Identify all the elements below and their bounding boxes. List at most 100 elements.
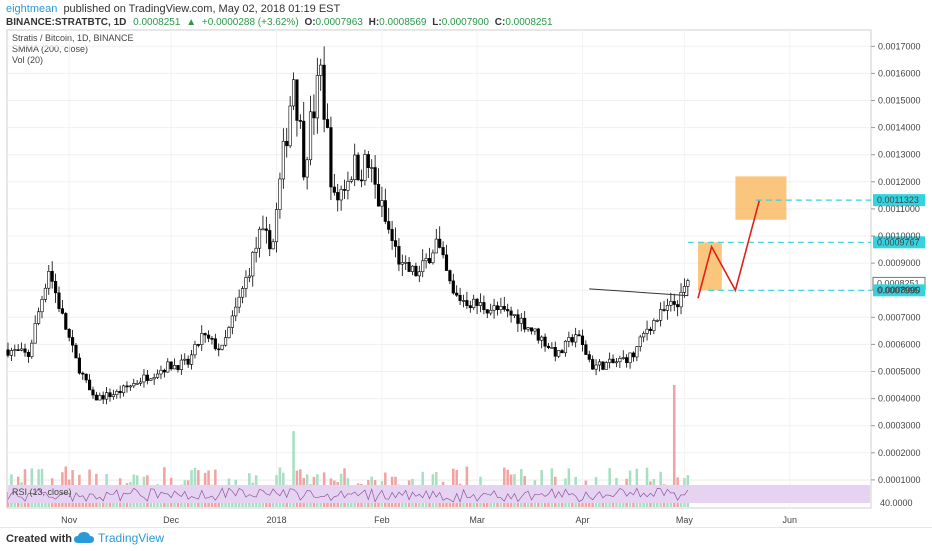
candle-body	[302, 120, 306, 178]
candle-body	[111, 394, 115, 398]
candle-body	[298, 120, 302, 122]
change-arrow-icon: ▲	[186, 17, 196, 28]
price-level-label: 0.0008251	[877, 278, 920, 288]
footer: Created with TradingView	[0, 527, 932, 551]
candle-body	[492, 305, 496, 311]
candle-body	[74, 344, 78, 359]
published-text: published on TradingView.com, May 02, 20…	[63, 3, 340, 15]
author-name[interactable]: eightmean	[6, 3, 57, 15]
x-tick-label: Nov	[61, 515, 78, 525]
candle-body	[64, 313, 68, 330]
candle-body	[220, 344, 224, 350]
candle-body	[421, 260, 425, 273]
candle-body	[540, 336, 544, 341]
legend-volume: Vol (20)	[12, 55, 43, 65]
candle-body	[669, 301, 673, 306]
candle-body	[424, 258, 428, 262]
candle-body	[468, 305, 472, 309]
candle-body	[339, 189, 343, 201]
x-tick-label: May	[676, 515, 694, 525]
tradingview-cloud-icon	[74, 532, 94, 544]
candle-body	[512, 314, 517, 316]
header-line-2: BINANCE:STRATBTC, 1D 0.0008251 ▲ +0.0000…	[6, 17, 553, 28]
candle-body	[506, 309, 510, 312]
chart[interactable]: eightmean published on TradingView.com, …	[0, 0, 932, 527]
candle-body	[519, 317, 523, 324]
candle-body	[288, 105, 292, 147]
candle-body	[665, 305, 670, 311]
y-tick-label: 0.0006000	[878, 339, 921, 349]
candle-body	[485, 309, 489, 314]
candle-body	[57, 292, 61, 309]
candle-body	[594, 364, 598, 370]
candle-body	[553, 347, 557, 357]
candle-body	[336, 192, 340, 201]
candle-body	[404, 262, 408, 264]
candle-body	[125, 385, 129, 388]
candle-body	[383, 200, 387, 222]
candle-body	[672, 301, 676, 305]
candle-body	[410, 265, 415, 272]
candle-body	[434, 238, 438, 254]
candle-body	[23, 348, 27, 353]
candle-body	[291, 79, 296, 107]
price-level-label: 0.0007995	[877, 285, 920, 295]
candle-body	[359, 179, 364, 182]
candle-body	[33, 323, 37, 344]
change-value: +0.0000288 (+3.62%)	[202, 17, 299, 28]
candle-body	[536, 328, 540, 341]
close-value: 0.0008251	[505, 17, 553, 28]
candle-body	[587, 354, 591, 360]
candle-body	[108, 392, 112, 398]
projection-path	[697, 200, 760, 299]
candle-body	[393, 240, 398, 247]
candle-body	[193, 344, 197, 356]
candle-body	[502, 306, 506, 310]
candle-body	[642, 333, 646, 338]
candle-body	[499, 306, 503, 310]
y-axis: 0.0017000 0.0016000 0.0015000 0.0014000 0.00…	[871, 41, 921, 485]
candle-body	[13, 349, 17, 351]
candle-body	[604, 362, 608, 370]
candle-body	[271, 241, 275, 250]
rsi-line	[7, 487, 689, 503]
candle-body	[332, 186, 336, 193]
x-tick-label: Feb	[374, 515, 390, 525]
open-label: O:	[304, 17, 315, 28]
candle-body	[563, 340, 568, 354]
candle-body	[128, 385, 132, 388]
candle-body	[281, 140, 285, 180]
close-label: C:	[495, 17, 506, 28]
candle-body	[625, 357, 629, 364]
tradingview-link[interactable]: TradingView	[74, 531, 164, 545]
candle-body	[183, 358, 187, 361]
candle-body	[237, 296, 241, 308]
candle-body	[526, 327, 530, 330]
candle-body	[149, 378, 153, 381]
candle-body	[315, 75, 319, 119]
candle-body	[431, 252, 435, 264]
candle-body	[264, 228, 268, 231]
x-tick-label: Dec	[163, 515, 180, 525]
y-tick-label: 0.0007000	[878, 312, 921, 322]
candle-body	[438, 238, 442, 248]
candle-body	[631, 352, 636, 358]
candle-body	[387, 221, 391, 230]
candle-body	[659, 309, 663, 321]
candle-body	[557, 350, 561, 357]
y-tick-label: 0.0013000	[878, 150, 921, 160]
plot-frame	[6, 29, 872, 509]
candle-body	[278, 178, 282, 210]
candle-body	[152, 377, 156, 380]
y-tick-label: 0.0015000	[878, 96, 921, 106]
candle-body	[189, 354, 194, 365]
candles	[6, 46, 690, 405]
candle-body	[295, 79, 299, 121]
x-tick-label: Apr	[575, 515, 589, 525]
candle-body	[465, 300, 469, 306]
candle-body	[322, 64, 326, 120]
candle-body	[50, 271, 54, 282]
candle-body	[682, 286, 687, 293]
candle-body	[648, 328, 653, 331]
candle-body	[458, 294, 462, 301]
